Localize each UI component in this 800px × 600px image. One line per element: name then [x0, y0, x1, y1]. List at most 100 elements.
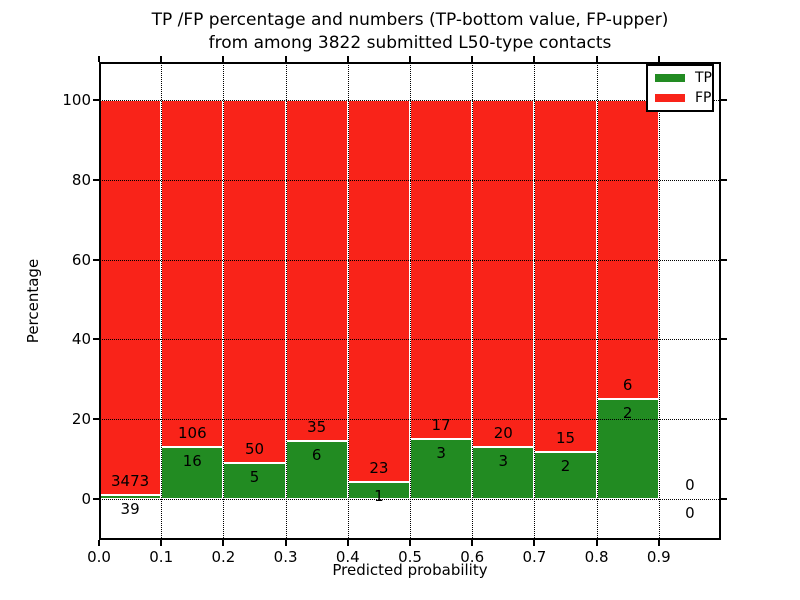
x-tick-top	[222, 56, 225, 62]
bar-fp-segment-3	[285, 100, 348, 441]
x-tick-label: 0.5	[398, 548, 422, 566]
x-tick-label: 0.6	[460, 548, 485, 566]
fp-count-label-6: 20	[493, 423, 513, 442]
h-gridline	[99, 499, 721, 500]
bar-tp-segment-6	[472, 446, 535, 499]
x-tick-top	[471, 56, 474, 62]
bar-tp-segment-1	[161, 446, 224, 499]
x-tick-bottom	[284, 540, 287, 546]
tp-count-label-1: 16	[182, 451, 202, 470]
x-tick-top	[98, 56, 100, 62]
bar-fp-segment-5	[410, 100, 473, 440]
chart-title-line2: from among 3822 submitted L50-type conta…	[208, 33, 612, 53]
y-tick-label: 100	[62, 91, 91, 109]
x-tick-bottom	[471, 540, 474, 546]
h-gridline	[99, 100, 721, 101]
x-tick-top	[346, 56, 349, 62]
fp-count-label-9: 0	[685, 476, 695, 494]
fp-count-label-7: 15	[555, 429, 576, 448]
x-tick-label: 0.4	[335, 548, 360, 566]
bar-fp-segment-0	[99, 100, 162, 495]
tp-count-label-8: 2	[622, 404, 633, 423]
y-tick-label: 40	[71, 330, 91, 349]
x-tick-label: 0.3	[273, 548, 298, 566]
legend-row-tp: TP	[648, 71, 712, 85]
x-tick-label: 0.8	[584, 548, 609, 566]
bar-fp-segment-1	[161, 100, 224, 447]
bar-tp-segment-2	[223, 462, 286, 499]
tp-count-label-0: 39	[120, 499, 140, 518]
v-gridline	[285, 62, 287, 540]
tp-count-label-2: 5	[249, 467, 260, 486]
y-tick-left	[93, 338, 99, 341]
x-tick-bottom	[409, 540, 411, 546]
h-gridline	[99, 419, 721, 421]
chart-title-line1: TP /FP percentage and numbers (TP-bottom…	[151, 10, 669, 30]
fp-count-label-1: 106	[177, 423, 207, 442]
v-gridline	[534, 62, 536, 540]
bar-fp-segment-6	[472, 100, 535, 447]
x-tick-top	[657, 56, 660, 62]
fp-count-label-3: 35	[307, 417, 327, 436]
x-tick-top	[160, 56, 163, 62]
y-tick-label: 0	[81, 490, 91, 508]
v-gridline	[472, 62, 474, 540]
tp-count-label-5: 3	[436, 444, 446, 463]
x-tick-bottom	[222, 540, 225, 546]
y-tick-label: 20	[71, 410, 91, 429]
x-tick-top	[595, 56, 598, 62]
legend: TP FP	[646, 64, 714, 112]
bar-tp-segment-7	[534, 452, 597, 499]
tp-count-label-9: 0	[685, 504, 695, 522]
y-tick-right	[721, 338, 727, 341]
y-tick-right	[721, 418, 727, 421]
bar-fp-segment-7	[534, 100, 597, 453]
v-gridline	[658, 62, 660, 540]
bar-fp-segment-8	[596, 100, 659, 400]
x-tick-label: 0.9	[646, 548, 671, 566]
fp-count-label-2: 50	[244, 439, 265, 458]
tp-legend-label: TP	[695, 70, 712, 86]
bar-fp-segment-2	[223, 100, 286, 463]
y-tick-right	[721, 498, 727, 500]
fp-legend-label: FP	[695, 90, 712, 106]
x-tick-bottom	[98, 540, 100, 546]
x-tick-bottom	[533, 540, 536, 546]
fp-count-label-0: 3473	[111, 471, 150, 490]
v-gridline	[347, 62, 349, 540]
x-tick-bottom	[657, 540, 660, 546]
v-gridline	[223, 62, 225, 540]
x-tick-top	[284, 56, 287, 62]
y-tick-left	[93, 99, 99, 101]
fp-count-label-4: 23	[369, 459, 389, 478]
x-tick-top	[409, 56, 411, 62]
fp-legend-swatch	[655, 94, 685, 102]
v-gridline	[410, 62, 411, 540]
y-tick-left	[93, 418, 99, 421]
x-tick-label: 0.2	[211, 548, 236, 566]
x-tick-bottom	[346, 540, 349, 546]
y-tick-right	[721, 99, 727, 101]
y-tick-left	[93, 178, 99, 181]
fp-count-label-5: 17	[431, 416, 451, 435]
x-tick-bottom	[595, 540, 598, 546]
tp-count-label-4: 1	[374, 487, 384, 506]
y-tick-label: 60	[71, 250, 91, 269]
tp-legend-swatch	[655, 74, 685, 82]
y-tick-left	[93, 258, 99, 261]
legend-row-fp: FP	[648, 91, 712, 105]
h-gridline	[99, 259, 721, 261]
y-tick-right	[721, 178, 727, 181]
tp-count-label-3: 6	[311, 445, 322, 464]
x-tick-bottom	[160, 540, 163, 546]
v-gridline	[161, 62, 163, 540]
fp-count-label-8: 6	[622, 376, 633, 395]
x-tick-label: 0.7	[522, 548, 547, 566]
tp-count-label-6: 3	[498, 451, 509, 470]
y-tick-right	[721, 258, 727, 261]
h-gridline	[99, 339, 721, 341]
y-tick-left	[93, 498, 99, 500]
bar-fp-segment-4	[347, 100, 410, 483]
bar-tp-segment-3	[285, 440, 348, 499]
